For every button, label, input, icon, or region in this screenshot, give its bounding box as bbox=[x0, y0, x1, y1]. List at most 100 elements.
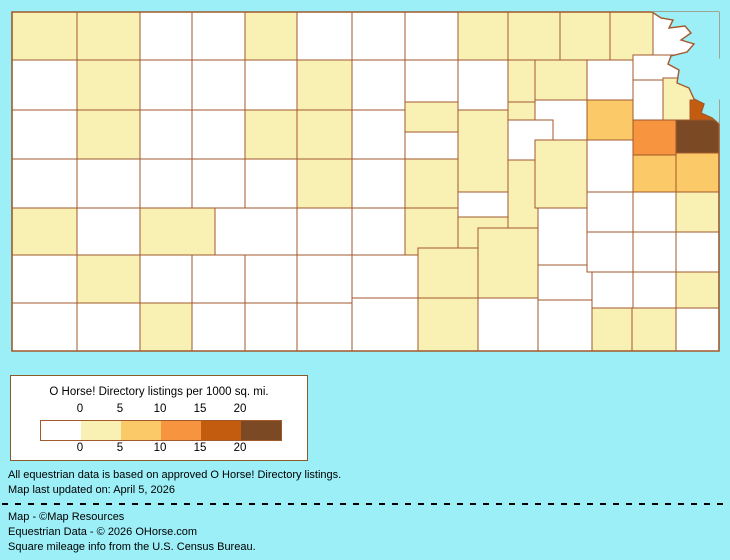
county-cheyenne bbox=[11, 11, 78, 61]
county-barton bbox=[296, 158, 353, 209]
county-chautauqua bbox=[537, 299, 593, 352]
county-crawford bbox=[675, 271, 720, 309]
county-haskell bbox=[139, 254, 193, 304]
county-smith bbox=[296, 11, 353, 61]
credit-square-mileage: Square mileage info from the U.S. Census… bbox=[8, 541, 256, 553]
county-pratt bbox=[351, 254, 419, 299]
county-linn bbox=[675, 191, 720, 233]
county-allen bbox=[632, 231, 677, 273]
county-sedgwick bbox=[417, 247, 479, 299]
legend-tick-15: 15 bbox=[193, 403, 207, 415]
legend-swatch-3 bbox=[161, 421, 201, 440]
county-comanche bbox=[296, 302, 353, 352]
missouri-river-water bbox=[652, 12, 719, 124]
county-jefferson bbox=[632, 79, 664, 121]
county-brown bbox=[609, 11, 654, 61]
county-clark bbox=[244, 302, 298, 352]
county-douglas bbox=[632, 119, 677, 156]
legend-color-ramp bbox=[40, 420, 282, 441]
county-stanton bbox=[11, 254, 78, 304]
note-data-source: All equestrian data is based on approved… bbox=[8, 469, 342, 481]
county-butler bbox=[477, 227, 539, 299]
credit-map-resources: Map - ©Map Resources bbox=[8, 511, 125, 523]
county-coffey bbox=[586, 191, 634, 233]
legend-swatch-5 bbox=[241, 421, 281, 440]
county-clay bbox=[457, 59, 509, 111]
county-osborne bbox=[296, 59, 353, 111]
county-labette bbox=[631, 307, 677, 352]
county-saline bbox=[404, 131, 459, 160]
county-jackson bbox=[586, 59, 634, 101]
county-morton bbox=[11, 302, 78, 352]
legend-tick-5: 5 bbox=[116, 442, 124, 454]
county-phillips bbox=[244, 11, 298, 61]
county-pawnee bbox=[296, 207, 353, 256]
county-ellsworth bbox=[351, 158, 406, 209]
county-anderson bbox=[632, 191, 677, 233]
river-state-border bbox=[651, 11, 720, 125]
county-riley bbox=[507, 59, 536, 103]
legend-tick-5: 5 bbox=[116, 403, 124, 415]
county-rawlins bbox=[76, 11, 141, 61]
legend-tick-10: 10 bbox=[153, 442, 167, 454]
county-lincoln bbox=[351, 109, 406, 160]
county-stevens bbox=[76, 302, 141, 352]
county-shawnee bbox=[586, 99, 634, 141]
county-neosho bbox=[632, 271, 677, 309]
county-hodgeman bbox=[214, 207, 298, 256]
county-cherokee bbox=[675, 307, 720, 352]
note-last-updated: Map last updated on: April 5, 2026 bbox=[8, 484, 175, 496]
county-sheridan bbox=[139, 59, 193, 111]
county-lane bbox=[191, 158, 246, 209]
county-republic bbox=[404, 11, 459, 61]
county-cloud bbox=[404, 59, 459, 103]
county-rooks bbox=[244, 59, 298, 111]
county-kearny bbox=[76, 207, 141, 256]
county-wilson bbox=[591, 271, 634, 309]
county-sherman bbox=[11, 59, 78, 111]
county-marshall bbox=[507, 11, 561, 61]
legend-swatch-1 bbox=[81, 421, 121, 440]
county-pottawatomie bbox=[534, 59, 588, 103]
kansas-choropleth-map bbox=[11, 11, 720, 352]
county-rice bbox=[404, 158, 459, 209]
county-ford bbox=[244, 254, 298, 304]
county-ness bbox=[244, 158, 298, 209]
legend-tick-20: 20 bbox=[233, 442, 247, 454]
county-cowley bbox=[477, 297, 539, 352]
legend-tick-0: 0 bbox=[76, 442, 84, 454]
county-russell bbox=[296, 109, 353, 160]
county-bourbon bbox=[675, 231, 720, 273]
legend-ticks-bottom: 0 5 10 15 20 bbox=[11, 442, 307, 455]
county-sumner bbox=[417, 297, 479, 352]
county-trego bbox=[191, 109, 246, 160]
county-miami bbox=[675, 152, 720, 193]
legend-tick-20: 20 bbox=[233, 403, 247, 415]
legend-swatch-0 bbox=[41, 421, 81, 440]
legend-title: O Horse! Directory listings per 1000 sq.… bbox=[49, 386, 269, 398]
legend-ticks-top: 0 5 10 15 20 bbox=[11, 403, 307, 416]
county-seward bbox=[139, 302, 193, 352]
county-wichita bbox=[76, 158, 141, 209]
county-greenwood bbox=[537, 207, 588, 266]
county-montgomery bbox=[591, 307, 633, 352]
county-franklin bbox=[632, 154, 677, 193]
county-hamilton bbox=[11, 207, 78, 256]
legend-swatch-4 bbox=[201, 421, 241, 440]
county-thomas bbox=[76, 59, 141, 111]
county-washington bbox=[457, 11, 509, 61]
legend-tick-15: 15 bbox=[193, 442, 207, 454]
county-meade bbox=[191, 302, 246, 352]
county-norton bbox=[191, 11, 246, 61]
legend-tick-10: 10 bbox=[153, 403, 167, 415]
county-geary bbox=[507, 101, 536, 121]
county-logan bbox=[76, 109, 141, 160]
kansas-map-svg bbox=[11, 11, 720, 352]
county-ottawa bbox=[404, 101, 459, 133]
kansas-state-outline bbox=[11, 11, 720, 352]
county-johnson bbox=[675, 119, 720, 154]
credit-equestrian-data: Equestrian Data - © 2026 OHorse.com bbox=[8, 526, 198, 538]
county-ellis bbox=[244, 109, 298, 160]
county-lyon bbox=[534, 139, 588, 209]
